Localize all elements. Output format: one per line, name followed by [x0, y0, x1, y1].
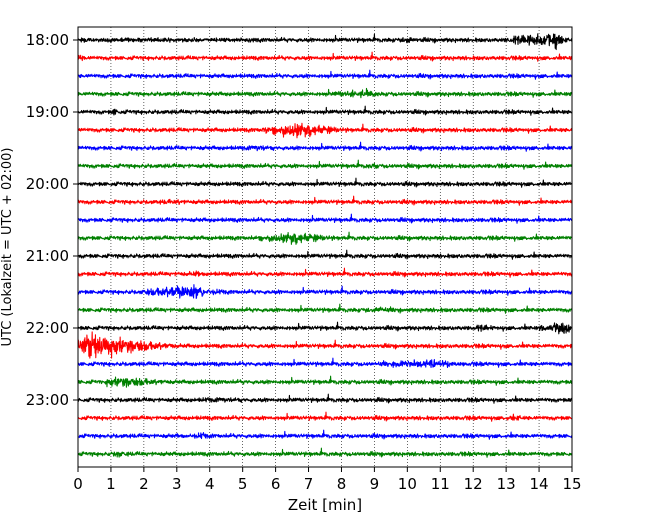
trace-15 — [77, 303, 573, 314]
trace-14 — [77, 284, 573, 300]
x-axis-ticks: 0 1 2 3 4 5 6 7 8 9 10 11 12 13 14 15 — [73, 467, 582, 493]
trace-11 — [77, 231, 573, 245]
x-tick-label-4: 4 — [205, 475, 215, 493]
trace-1 — [77, 51, 573, 62]
y-tick-label-2300: 23:00 — [26, 391, 69, 409]
y-tick-label-2000: 20:00 — [26, 175, 69, 193]
x-tick-label-8: 8 — [337, 475, 347, 493]
trace-23 — [77, 447, 573, 458]
trace-12 — [77, 249, 573, 260]
trace-7 — [77, 159, 573, 170]
y-axis-label: UTC (Lokalzeit = UTC + 02:00) — [0, 148, 15, 347]
x-tick-label-6: 6 — [271, 475, 281, 493]
trace-9 — [77, 195, 573, 206]
trace-6 — [77, 141, 573, 152]
x-tick-label-15: 15 — [562, 475, 581, 493]
x-tick-label-14: 14 — [530, 475, 549, 493]
x-tick-label-3: 3 — [172, 475, 182, 493]
trace-10 — [77, 213, 573, 224]
x-tick-label-11: 11 — [431, 475, 450, 493]
y-tick-label-2200: 22:00 — [26, 319, 69, 337]
trace-18 — [77, 357, 573, 368]
trace-16 — [77, 321, 573, 335]
y-axis-ticks: 18:00 19:00 20:00 21:00 22:00 23:00 — [26, 31, 78, 409]
x-tick-label-5: 5 — [238, 475, 248, 493]
trace-4 — [77, 105, 573, 116]
trace-8 — [77, 177, 573, 188]
trace-22 — [77, 429, 573, 440]
trace-21 — [77, 411, 573, 422]
y-tick-label-1900: 19:00 — [26, 103, 69, 121]
y-tick-label-1800: 18:00 — [26, 31, 69, 49]
x-tick-label-1: 1 — [106, 475, 116, 493]
x-tick-label-2: 2 — [139, 475, 149, 493]
x-tick-label-12: 12 — [464, 475, 483, 493]
x-tick-label-0: 0 — [73, 475, 83, 493]
trace-5 — [77, 122, 573, 139]
x-tick-label-7: 7 — [304, 475, 314, 493]
x-tick-label-13: 13 — [497, 475, 516, 493]
traces — [77, 33, 573, 458]
trace-2 — [77, 69, 573, 80]
trace-13 — [77, 267, 573, 278]
plot-frame — [77, 26, 573, 468]
trace-3 — [77, 87, 573, 99]
gridlines — [110, 27, 540, 467]
trace-20 — [77, 393, 573, 404]
trace-17 — [77, 331, 573, 359]
x-tick-label-10: 10 — [398, 475, 417, 493]
y-tick-label-2100: 21:00 — [26, 247, 69, 265]
x-tick-label-9: 9 — [370, 475, 380, 493]
trace-0 — [77, 33, 573, 51]
x-axis-label: Zeit [min] — [288, 496, 362, 514]
trace-19 — [77, 375, 573, 388]
